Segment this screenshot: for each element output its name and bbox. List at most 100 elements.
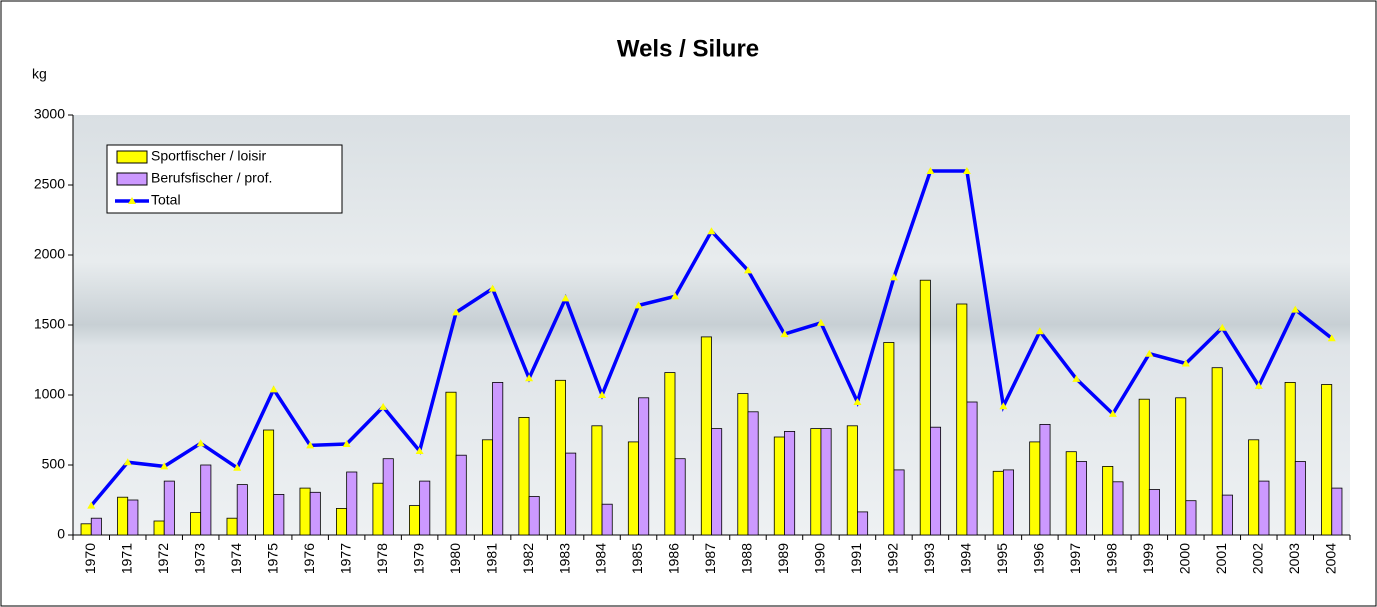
x-tick-label: 1981	[483, 543, 499, 574]
x-tick-label: 1972	[155, 543, 171, 574]
bar	[455, 454, 467, 536]
bar	[1185, 500, 1197, 536]
bar	[481, 439, 493, 536]
x-tick-label: 1973	[191, 543, 207, 574]
x-tick-label: 2001	[1213, 543, 1229, 574]
x-tick-label: 1987	[702, 543, 718, 574]
bar	[1065, 451, 1077, 536]
x-tick-label: 1992	[885, 543, 901, 574]
bar	[601, 503, 613, 536]
bar	[857, 511, 869, 536]
x-tick-label: 1991	[848, 543, 864, 574]
bar	[784, 430, 796, 536]
bar	[664, 372, 676, 536]
legend-label: Total	[151, 192, 181, 208]
x-tick-label: 1975	[264, 543, 280, 574]
marker	[598, 391, 607, 398]
x-tick-label: 1971	[118, 543, 134, 574]
x-tick-label: 1979	[410, 543, 426, 574]
bar	[518, 416, 530, 536]
y-tick-label: 1000	[34, 386, 65, 402]
bar	[992, 470, 1004, 536]
marker	[525, 374, 534, 382]
x-tick-label: 1978	[374, 543, 390, 574]
bar	[309, 491, 321, 536]
marker	[889, 273, 898, 281]
x-tick-label: 2000	[1177, 543, 1193, 574]
bar	[893, 469, 905, 536]
bar	[263, 429, 275, 536]
marker	[379, 402, 388, 410]
bar	[565, 452, 577, 536]
bar	[1102, 465, 1114, 536]
x-tick-label: 1994	[958, 543, 974, 574]
bar	[956, 303, 968, 536]
bar	[627, 441, 639, 536]
bar	[226, 517, 238, 536]
bar	[273, 493, 285, 536]
bar	[127, 499, 139, 536]
bar	[747, 411, 759, 536]
marker	[999, 402, 1008, 410]
marker	[561, 294, 570, 302]
x-tick-label: 1983	[556, 543, 572, 574]
bar	[236, 484, 248, 536]
y-tick-label: 2000	[34, 246, 65, 262]
marker	[671, 292, 680, 300]
bar	[153, 520, 165, 536]
bar	[1112, 481, 1124, 536]
x-tick-label: 1976	[301, 543, 317, 574]
x-tick-label: 1989	[775, 543, 791, 574]
bar	[1138, 398, 1150, 536]
legend-swatch	[116, 150, 148, 164]
x-tick-label: 1993	[921, 543, 937, 574]
bar	[90, 517, 102, 536]
y-tick-label: 500	[42, 456, 66, 472]
bar	[1075, 461, 1087, 536]
bar	[190, 512, 202, 536]
bar	[966, 401, 978, 536]
bar	[1331, 487, 1343, 536]
x-tick-label: 1999	[1140, 543, 1156, 574]
marker	[233, 463, 242, 471]
marker	[816, 318, 825, 326]
bar	[1294, 461, 1306, 536]
marker	[415, 447, 424, 454]
x-tick-label: 1990	[812, 543, 828, 574]
bar	[419, 480, 431, 536]
marker	[1072, 374, 1081, 382]
marker	[342, 440, 351, 447]
marker	[1035, 327, 1044, 335]
legend-marker	[128, 197, 136, 204]
marker	[707, 227, 716, 235]
bar	[528, 496, 540, 536]
bar	[554, 379, 566, 536]
x-tick-label: 2003	[1286, 543, 1302, 574]
bar	[117, 496, 129, 536]
marker	[196, 439, 205, 447]
bar	[408, 505, 421, 536]
bar	[810, 428, 822, 536]
bar	[846, 425, 858, 536]
marker	[1181, 359, 1190, 367]
marker	[743, 266, 752, 274]
marker	[1108, 409, 1117, 417]
marker	[1291, 305, 1300, 313]
marker	[123, 458, 132, 466]
bar	[1029, 441, 1041, 536]
y-tick-label: 1500	[34, 316, 65, 332]
bar	[382, 458, 394, 536]
marker	[853, 398, 862, 405]
marker	[780, 330, 789, 338]
bar	[711, 428, 723, 536]
bar	[773, 436, 785, 536]
bar	[445, 391, 457, 536]
bar	[1175, 397, 1187, 536]
bar	[1321, 384, 1333, 536]
legend-swatch	[116, 172, 148, 186]
bar	[1039, 423, 1051, 536]
x-tick-label: 1974	[228, 543, 244, 574]
bar	[737, 393, 749, 536]
bar	[638, 397, 650, 536]
